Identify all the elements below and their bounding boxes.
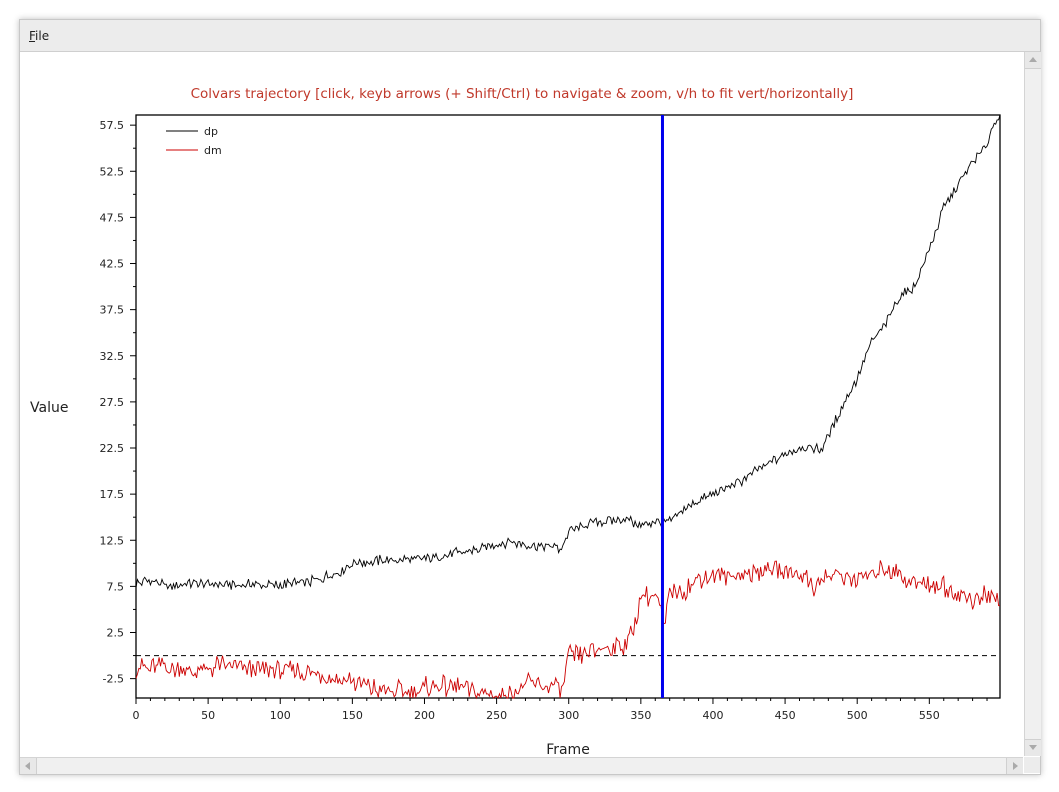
chart-title: Colvars trajectory [click, keyb arrows (… (191, 86, 854, 102)
x-tick-label: 550 (919, 709, 940, 722)
x-tick-label: 150 (342, 709, 363, 722)
scrollbar-corner (1024, 757, 1040, 773)
legend: dp dm (166, 125, 222, 157)
scroll-up-icon (1029, 57, 1037, 62)
axes-group: 0 50 100 150 200 250 300 350 400 450 500 550 -2.5 2.5… (100, 114, 1001, 722)
menu-file-mnemonic: F (29, 29, 36, 43)
x-tick-label: 250 (486, 709, 507, 722)
y-tick-label: 2.5 (107, 627, 125, 640)
plot-frame (135, 114, 1001, 699)
y-axis-label: Value (30, 400, 68, 416)
legend-label-dm: dm (204, 144, 222, 157)
menu-bar: File (20, 20, 1040, 52)
menu-file-label: ile (35, 29, 50, 43)
series-line-dm (135, 560, 1001, 700)
series-line-dp (135, 114, 1001, 590)
x-axis-label: Frame (546, 742, 590, 756)
scroll-up-button[interactable] (1025, 52, 1041, 69)
x-tick-label: 50 (201, 709, 215, 722)
vertical-scrollbar[interactable] (1024, 52, 1041, 756)
legend-label-dp: dp (204, 125, 218, 138)
y-tick-label: 7.5 (107, 580, 125, 593)
x-tick-label: 0 (133, 709, 140, 722)
y-tick-label: 47.5 (100, 211, 125, 224)
y-tick-label: 37.5 (100, 304, 125, 317)
series-group (135, 114, 1001, 700)
trajectory-chart[interactable]: Colvars trajectory [click, keyb arrows (… (20, 52, 1023, 758)
y-tick-label: 32.5 (100, 350, 125, 363)
y-tick-label: 52.5 (100, 165, 125, 178)
y-tick-label: 22.5 (100, 442, 125, 455)
x-tick-label: 500 (847, 709, 868, 722)
menu-file[interactable]: File (29, 29, 49, 43)
x-tick-label: 100 (270, 709, 291, 722)
app-window: File Colvars trajectory [click, keyb arr… (19, 19, 1041, 775)
scroll-down-icon (1029, 745, 1037, 750)
scroll-left-icon (25, 762, 30, 770)
y-tick-label: 57.5 (100, 119, 125, 132)
y-tick-label: 12.5 (100, 534, 125, 547)
y-tick-label: 42.5 (100, 258, 125, 271)
scroll-left-button[interactable] (20, 758, 37, 774)
x-tick-label: 350 (630, 709, 651, 722)
x-tick-label: 450 (775, 709, 796, 722)
x-tick-label: 400 (702, 709, 723, 722)
x-tick-label: 200 (414, 709, 435, 722)
scroll-right-button[interactable] (1006, 758, 1023, 774)
y-tick-label: -2.5 (103, 673, 124, 686)
horizontal-scrollbar[interactable] (20, 757, 1023, 774)
scroll-right-icon (1013, 762, 1018, 770)
y-tick-label: 17.5 (100, 488, 125, 501)
y-tick-label: 27.5 (100, 396, 125, 409)
x-tick-label: 300 (558, 709, 579, 722)
plot-canvas[interactable]: Colvars trajectory [click, keyb arrows (… (20, 52, 1023, 758)
scroll-down-button[interactable] (1025, 739, 1041, 756)
